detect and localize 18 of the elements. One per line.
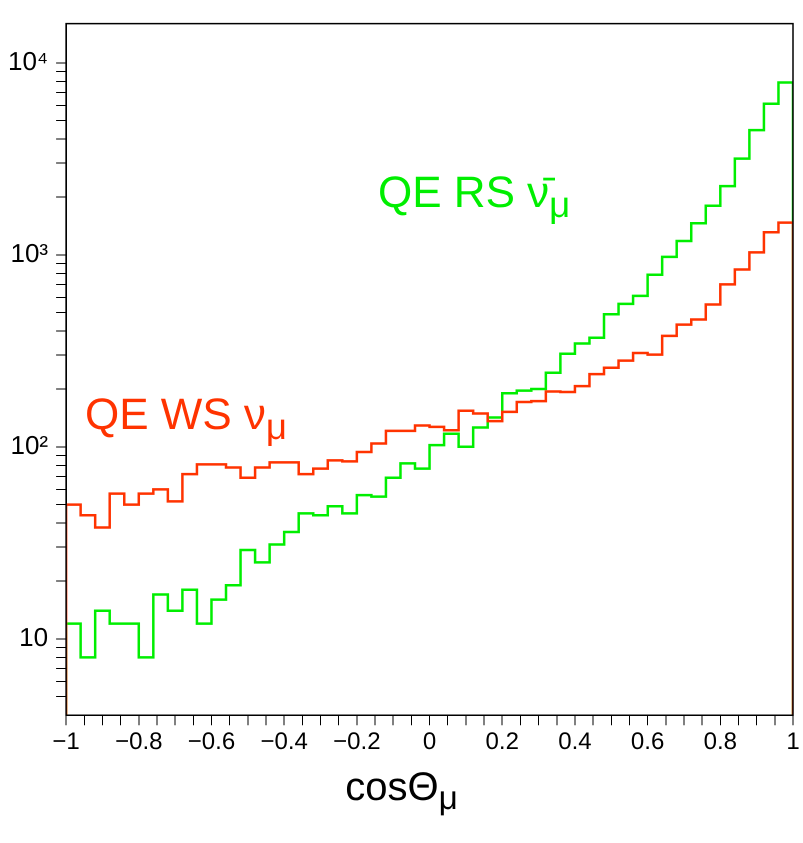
x-tick-label: −0.8 xyxy=(115,728,162,756)
y-tick-label: 10² xyxy=(10,430,48,460)
y-tick-label: 10⁴ xyxy=(8,46,48,76)
y-tick-label: 10 xyxy=(19,622,48,652)
x-tick-label: 1 xyxy=(786,728,800,756)
x-tick-label: −0.6 xyxy=(188,728,236,756)
x-tick-label: 0.2 xyxy=(486,728,519,756)
x-tick-label: −1 xyxy=(52,728,80,756)
series-label: QE WS ν$_{μ}$ xyxy=(85,390,288,448)
x-tick-label: 0.6 xyxy=(630,728,664,756)
x-axis-title: cosΘ$_{μ}$ xyxy=(344,765,459,818)
y-tick-label: 10³ xyxy=(10,238,48,268)
text: QE RS ν̄$_{μ}$ xyxy=(378,168,570,226)
x-tick-label: −0.4 xyxy=(260,728,308,756)
x-tick-label: 0 xyxy=(422,728,436,756)
x-tick-label: 0.4 xyxy=(558,728,592,756)
x-tick-label: 0.8 xyxy=(704,728,737,756)
x-tick-label: −0.2 xyxy=(333,728,381,756)
